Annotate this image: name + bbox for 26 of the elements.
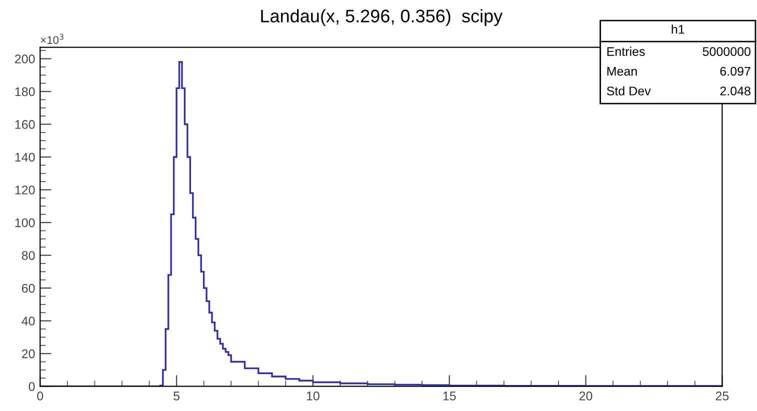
chart-title: Landau(x, 5.296, 0.356) scipy <box>261 9 503 26</box>
x-tick-label: 0 <box>37 392 44 400</box>
y-tick-label: 60 <box>22 284 35 293</box>
annotation: Std Dev <box>606 86 651 96</box>
y-tick-label: 120 <box>15 186 35 194</box>
x-tick-label: 15 <box>443 392 456 400</box>
annotation: 5000000 <box>702 47 750 56</box>
annotation: Mean <box>607 66 637 76</box>
y-tick-label: 80 <box>22 251 35 260</box>
text: ×10$^{3}$ <box>40 34 64 44</box>
y-tick-label: 200 <box>15 54 35 64</box>
annotation: 6.097 <box>720 66 750 76</box>
x-tick-label: 10 <box>306 392 320 400</box>
y-tick-label: 160 <box>15 120 35 129</box>
x-tick-label: 5 <box>174 392 180 400</box>
y-tick-label: 40 <box>22 316 35 326</box>
y-tick-label: 100 <box>15 218 35 228</box>
y-tick-label: 0 <box>28 382 35 391</box>
annotation: 2.048 <box>720 86 750 96</box>
x-tick-label: 25 <box>716 392 729 400</box>
y-tick-label: 180 <box>15 87 35 96</box>
text: h1 <box>672 24 684 34</box>
annotation: Entries <box>607 46 645 56</box>
y-tick-label: 140 <box>15 152 35 162</box>
x-tick-label: 20 <box>579 392 592 400</box>
y-tick-label: 20 <box>22 349 35 358</box>
